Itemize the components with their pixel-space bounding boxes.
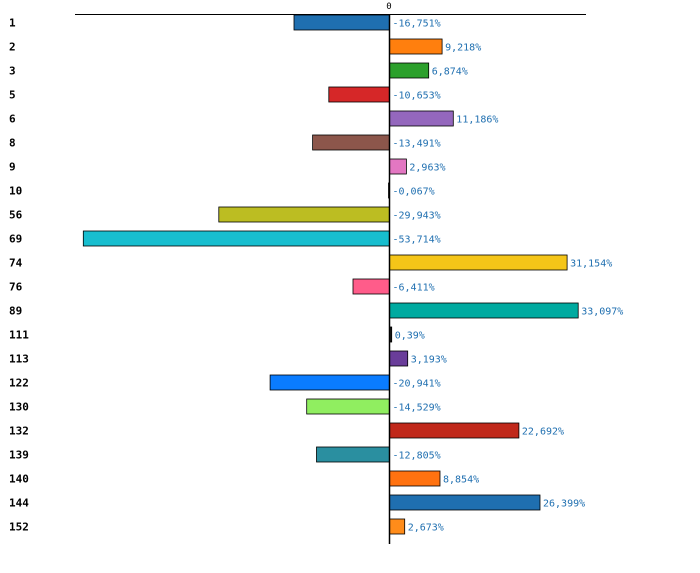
bar-122 xyxy=(269,374,390,391)
category-label-89: 89 xyxy=(9,305,22,318)
value-labels-group: -16,751% 9,218% 6,874% -10,653% 11,186% -13,4… xyxy=(393,19,624,534)
bar-3 xyxy=(389,62,430,79)
bar-152 xyxy=(389,518,406,535)
category-label-1: 1 xyxy=(9,17,16,30)
bar-5 xyxy=(328,86,390,103)
category-label-139: 139 xyxy=(9,449,29,462)
value-label-69: -53,714% xyxy=(393,235,441,246)
value-label-130: -14,529% xyxy=(393,403,441,414)
category-label-2: 2 xyxy=(9,41,16,54)
bar-6 xyxy=(389,110,454,127)
value-label-76: -6,411% xyxy=(393,283,435,294)
category-label-76: 76 xyxy=(9,281,23,294)
category-label-113: 113 xyxy=(9,353,29,366)
category-label-10: 10 xyxy=(9,185,22,198)
bar-76 xyxy=(352,278,390,295)
value-label-8: -13,491% xyxy=(393,139,441,150)
category-label-152: 152 xyxy=(9,521,29,534)
value-label-5: -10,653% xyxy=(393,91,441,102)
category-label-8: 8 xyxy=(9,137,16,150)
category-label-111: 111 xyxy=(9,329,29,342)
zero-tick-label: 0 xyxy=(386,2,391,12)
category-label-74: 74 xyxy=(9,257,23,270)
category-label-6: 6 xyxy=(9,113,16,126)
category-label-5: 5 xyxy=(9,89,16,102)
category-label-132: 132 xyxy=(9,425,29,438)
bar-56 xyxy=(218,206,390,223)
bar-113 xyxy=(389,350,409,367)
category-label-140: 140 xyxy=(9,473,29,486)
value-label-144: 26,399% xyxy=(543,499,585,510)
bar-140 xyxy=(389,470,441,487)
value-label-140: 8,854% xyxy=(443,475,479,486)
bar-1 xyxy=(293,14,390,31)
category-label-144: 144 xyxy=(9,497,29,510)
bar-89 xyxy=(389,302,579,319)
category-label-9: 9 xyxy=(9,161,16,174)
value-label-9: 2,963% xyxy=(409,163,445,174)
value-label-6: 11,186% xyxy=(456,115,498,126)
bar-74 xyxy=(389,254,568,271)
value-label-3: 6,874% xyxy=(432,67,468,78)
value-label-152: 2,673% xyxy=(408,523,444,534)
value-label-111: 0,39% xyxy=(395,331,425,342)
value-label-89: 33,097% xyxy=(581,307,623,318)
category-label-130: 130 xyxy=(9,401,29,414)
category-label-69: 69 xyxy=(9,233,22,246)
category-label-122: 122 xyxy=(9,377,29,390)
bars-group xyxy=(82,14,579,535)
category-labels-group: 1235689105669747689111113122130132139140… xyxy=(9,17,29,534)
value-label-139: -12,805% xyxy=(393,451,441,462)
value-label-10: -0,067% xyxy=(393,187,435,198)
bar-9 xyxy=(389,158,407,175)
bar-8 xyxy=(312,134,390,151)
bar-132 xyxy=(389,422,520,439)
bar-2 xyxy=(389,38,443,55)
bar-69 xyxy=(82,230,390,247)
value-label-56: -29,943% xyxy=(393,211,441,222)
bar-130 xyxy=(306,398,390,415)
value-label-113: 3,193% xyxy=(411,355,447,366)
value-label-1: -16,751% xyxy=(393,19,441,30)
value-label-2: 9,218% xyxy=(445,43,481,54)
category-label-56: 56 xyxy=(9,209,23,222)
category-label-3: 3 xyxy=(9,65,16,78)
bar-139 xyxy=(316,446,390,463)
value-label-74: 31,154% xyxy=(570,259,612,270)
bar-144 xyxy=(389,494,541,511)
value-label-122: -20,941% xyxy=(393,379,441,390)
value-label-132: 22,692% xyxy=(522,427,564,438)
